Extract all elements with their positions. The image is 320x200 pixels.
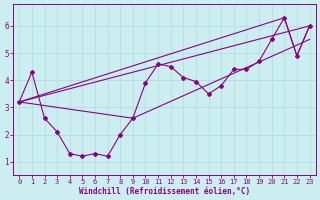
X-axis label: Windchill (Refroidissement éolien,°C): Windchill (Refroidissement éolien,°C): [79, 187, 250, 196]
